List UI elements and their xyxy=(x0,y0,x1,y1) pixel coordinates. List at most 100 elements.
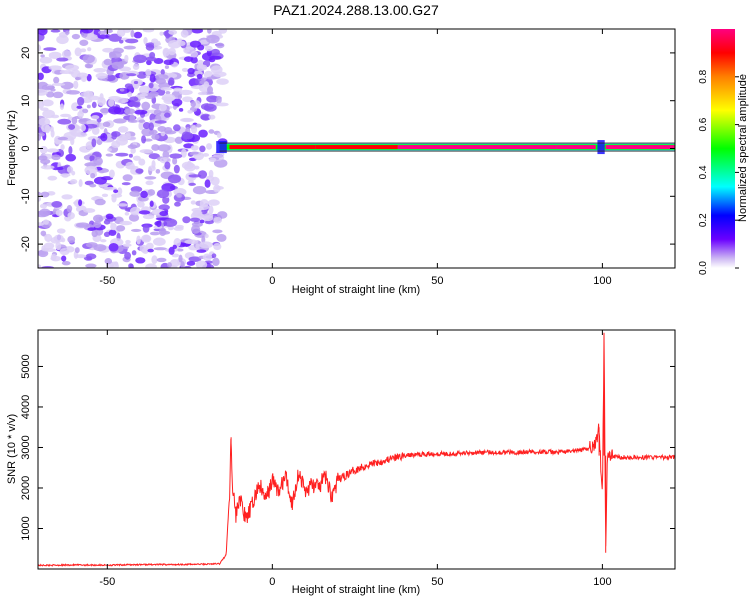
noise-blob xyxy=(38,191,41,196)
noise-blob xyxy=(99,107,111,114)
noise-blob xyxy=(163,218,178,227)
noise-blob xyxy=(38,29,48,36)
noise-blob xyxy=(180,260,185,268)
noise-blob xyxy=(66,166,74,173)
noise-blob xyxy=(67,212,75,220)
noise-blob xyxy=(188,174,202,178)
noise-blob xyxy=(138,121,144,131)
snr-y-ticks: 1000 2000 3000 4000 5000 xyxy=(20,354,675,541)
noise-blob xyxy=(91,101,97,109)
noise-blob xyxy=(199,241,213,249)
y-tick-label: 4000 xyxy=(20,395,32,419)
noise-blob xyxy=(180,29,189,38)
noise-blob xyxy=(83,208,96,213)
noise-blob xyxy=(156,257,167,263)
noise-blob xyxy=(108,98,115,107)
noise-blob xyxy=(82,54,95,64)
noise-blob xyxy=(132,155,141,161)
noise-blob xyxy=(38,249,49,258)
noise-blob xyxy=(40,165,55,170)
x-tick-label: 50 xyxy=(431,275,443,287)
noise-blob xyxy=(109,169,115,179)
noise-blob xyxy=(48,65,62,71)
noise-blob xyxy=(173,226,184,231)
noise-blob xyxy=(79,39,89,46)
noise-blob xyxy=(159,211,169,217)
noise-blob xyxy=(151,133,160,140)
noise-blob xyxy=(124,212,130,216)
noise-blob xyxy=(184,239,199,245)
noise-blob xyxy=(149,129,158,135)
noise-blob xyxy=(169,153,183,159)
x-tick-label: -50 xyxy=(99,275,115,287)
noise-blob xyxy=(91,230,98,238)
noise-blob xyxy=(86,63,92,69)
noise-blob xyxy=(44,233,53,242)
snr-x-axis-label: Height of straight line (km) xyxy=(292,584,420,596)
noise-blob xyxy=(119,88,125,92)
noise-blob xyxy=(216,211,228,219)
noise-blob xyxy=(160,86,173,91)
noise-blob xyxy=(174,201,181,207)
spectrogram-x-axis-label: Height of straight line (km) xyxy=(292,284,420,296)
noise-blob xyxy=(153,247,167,251)
noise-blob xyxy=(192,210,203,217)
noise-blob xyxy=(216,95,222,104)
noise-blob xyxy=(104,258,113,265)
noise-blob xyxy=(92,214,104,223)
noise-blob xyxy=(75,254,87,259)
noise-blob xyxy=(206,76,218,80)
y-tick-label: -20 xyxy=(20,236,32,252)
noise-blob xyxy=(111,140,121,149)
noise-blob xyxy=(138,85,150,94)
noise-blob xyxy=(116,29,126,37)
noise-blob xyxy=(181,118,192,122)
x-tick-label: 0 xyxy=(269,275,275,287)
noise-blob xyxy=(65,64,80,71)
noise-blob xyxy=(168,29,178,35)
noise-blob xyxy=(187,109,193,114)
noise-blob xyxy=(141,135,147,144)
noise-blob xyxy=(151,255,158,265)
noise-blob xyxy=(212,229,223,234)
spectrogram-x-ticks: -50 0 50 100 xyxy=(99,29,612,287)
noise-blob xyxy=(213,184,221,193)
noise-blob xyxy=(39,56,53,64)
noise-blob xyxy=(161,93,176,102)
noise-blob xyxy=(141,234,152,243)
noise-blob xyxy=(71,33,81,40)
noise-blob xyxy=(190,145,199,151)
noise-blob xyxy=(127,91,133,98)
noise-blob xyxy=(119,72,130,80)
noise-blob xyxy=(168,77,175,86)
noise-blob xyxy=(136,235,141,245)
noise-blob xyxy=(42,219,49,225)
noise-blob xyxy=(38,222,45,227)
noise-blob xyxy=(71,116,78,125)
noise-blob xyxy=(178,108,184,112)
noise-blob xyxy=(145,69,152,76)
noise-blob xyxy=(93,176,107,185)
noise-blob xyxy=(157,144,171,152)
noise-blob xyxy=(148,82,154,89)
noise-blob xyxy=(167,174,182,184)
noise-blob xyxy=(126,73,137,77)
noise-blob xyxy=(129,190,141,197)
noise-blob xyxy=(39,203,48,209)
noise-blob xyxy=(91,138,97,148)
y-tick-label: 5000 xyxy=(20,354,32,378)
noise-blob xyxy=(129,96,139,102)
noise-blob xyxy=(41,99,54,107)
snr-y-axis-label: SNR (10 * v/v) xyxy=(6,414,18,484)
noise-blob xyxy=(53,234,64,243)
noise-blob xyxy=(142,121,151,130)
x-tick-label: 100 xyxy=(593,576,611,588)
noise-blob xyxy=(103,231,111,237)
y-tick-label: 1000 xyxy=(20,516,32,540)
noise-blob xyxy=(196,73,203,79)
x-tick-label: 0 xyxy=(269,576,275,588)
signal-segment xyxy=(556,145,596,150)
noise-blob xyxy=(206,34,220,44)
noise-blob xyxy=(55,241,62,251)
noise-blob xyxy=(188,256,202,262)
